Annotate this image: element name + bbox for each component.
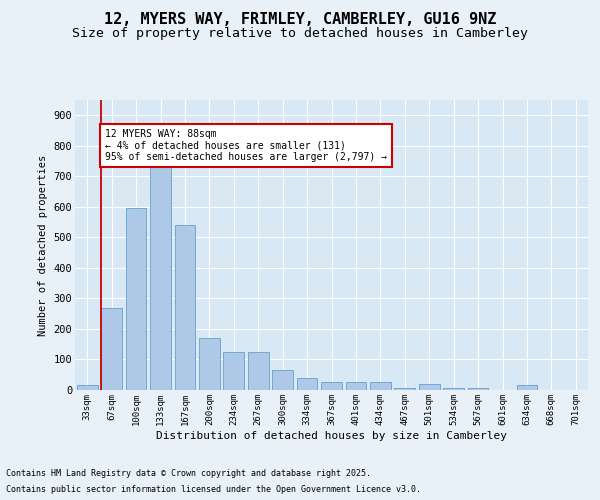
X-axis label: Distribution of detached houses by size in Camberley: Distribution of detached houses by size … xyxy=(156,430,507,440)
Bar xyxy=(223,352,244,390)
Y-axis label: Number of detached properties: Number of detached properties xyxy=(38,154,48,336)
Text: Contains public sector information licensed under the Open Government Licence v3: Contains public sector information licen… xyxy=(6,485,421,494)
Text: 12, MYERS WAY, FRIMLEY, CAMBERLEY, GU16 9NZ: 12, MYERS WAY, FRIMLEY, CAMBERLEY, GU16 … xyxy=(104,12,496,28)
Bar xyxy=(272,370,293,390)
Text: Contains HM Land Registry data © Crown copyright and database right 2025.: Contains HM Land Registry data © Crown c… xyxy=(6,468,371,477)
Bar xyxy=(101,308,122,390)
Bar xyxy=(296,378,317,390)
Bar xyxy=(346,382,367,390)
Bar xyxy=(443,388,464,390)
Bar xyxy=(125,208,146,390)
Bar xyxy=(321,382,342,390)
Bar xyxy=(248,352,269,390)
Bar xyxy=(394,388,415,390)
Bar xyxy=(77,386,98,390)
Bar xyxy=(370,382,391,390)
Text: 12 MYERS WAY: 88sqm
← 4% of detached houses are smaller (131)
95% of semi-detach: 12 MYERS WAY: 88sqm ← 4% of detached hou… xyxy=(105,129,387,162)
Bar xyxy=(419,384,440,390)
Text: Size of property relative to detached houses in Camberley: Size of property relative to detached ho… xyxy=(72,28,528,40)
Bar xyxy=(517,386,538,390)
Bar xyxy=(150,164,171,390)
Bar xyxy=(467,388,488,390)
Bar xyxy=(175,225,196,390)
Bar xyxy=(199,338,220,390)
